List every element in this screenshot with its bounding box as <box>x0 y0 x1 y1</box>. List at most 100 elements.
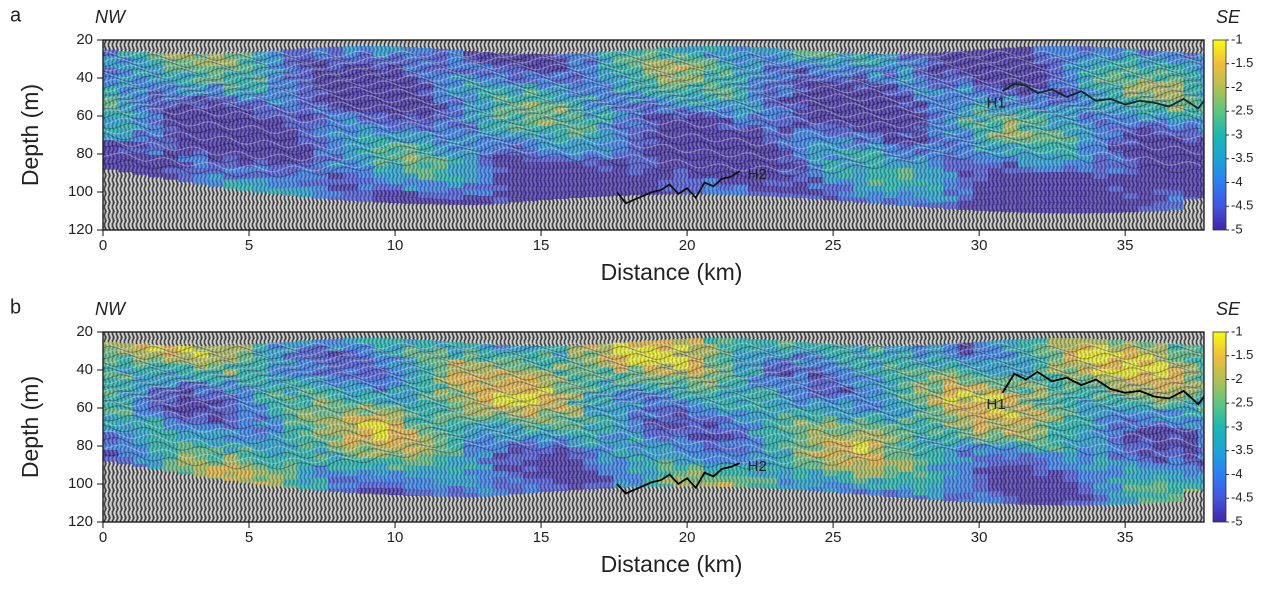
texture <box>763 113 779 121</box>
texture <box>673 160 689 168</box>
texture <box>1078 148 1094 155</box>
texture <box>988 502 1004 504</box>
texture <box>1048 422 1064 429</box>
texture <box>493 64 509 72</box>
texture <box>478 494 494 497</box>
texture <box>1183 410 1199 418</box>
texture <box>928 476 944 484</box>
texture <box>553 185 569 193</box>
texture <box>133 350 149 357</box>
texture <box>103 64 1202 76</box>
texture <box>988 108 1004 116</box>
texture <box>433 138 449 146</box>
texture <box>838 136 854 144</box>
texture <box>418 161 434 169</box>
texture <box>688 64 704 71</box>
texture <box>193 393 209 401</box>
texture <box>673 386 689 394</box>
texture <box>583 148 599 156</box>
texture <box>1048 154 1064 161</box>
texture <box>673 172 689 180</box>
texture <box>658 387 674 395</box>
texture <box>253 99 269 107</box>
texture <box>298 418 314 425</box>
texture <box>733 76 749 83</box>
texture <box>1048 458 1064 465</box>
texture <box>118 373 134 380</box>
texture <box>928 196 944 204</box>
texture <box>808 92 824 100</box>
texture <box>628 449 644 457</box>
texture <box>718 446 734 453</box>
texture <box>373 470 389 477</box>
texture <box>328 64 344 72</box>
texture <box>898 489 914 497</box>
texture <box>283 169 299 176</box>
texture <box>793 145 809 153</box>
texture <box>793 431 809 439</box>
texture <box>868 381 884 389</box>
texture <box>1153 480 1169 488</box>
texture <box>343 470 359 477</box>
texture <box>1063 434 1079 441</box>
texture <box>853 185 869 192</box>
texture <box>1198 393 1204 400</box>
texture <box>853 369 869 376</box>
texture <box>868 185 884 193</box>
texture <box>1033 136 1049 143</box>
texture <box>808 80 824 88</box>
texture <box>868 369 884 377</box>
texture <box>718 64 734 71</box>
texture <box>1123 66 1139 74</box>
texture <box>1003 477 1019 485</box>
texture <box>463 493 479 498</box>
texture <box>928 494 944 501</box>
texture <box>703 160 719 167</box>
texture <box>583 404 599 412</box>
texture <box>943 415 959 423</box>
y-tick-label: 80 <box>76 145 93 162</box>
texture <box>1093 76 1109 84</box>
texture <box>643 358 659 365</box>
texture <box>853 471 869 478</box>
texture <box>418 465 434 473</box>
texture <box>358 482 374 489</box>
texture <box>1063 356 1079 363</box>
texture <box>523 71 539 79</box>
texture <box>1123 84 1139 92</box>
texture <box>1108 203 1124 211</box>
texture <box>583 380 599 388</box>
texture <box>793 79 809 87</box>
texture <box>958 498 974 503</box>
texture <box>493 458 509 466</box>
texture <box>253 159 269 167</box>
texture <box>568 101 584 108</box>
texture <box>583 130 599 138</box>
texture <box>808 134 824 142</box>
texture <box>748 452 764 460</box>
texture <box>508 423 524 431</box>
texture <box>1153 366 1169 374</box>
texture <box>928 52 944 60</box>
texture <box>718 166 734 173</box>
texture <box>823 469 839 477</box>
texture <box>403 131 419 138</box>
texture <box>208 417 224 425</box>
texture <box>388 160 404 167</box>
texture <box>1078 202 1094 209</box>
texture <box>1093 404 1109 412</box>
texture <box>763 435 779 443</box>
texture <box>553 149 569 157</box>
texture <box>253 355 269 363</box>
texture <box>178 471 194 475</box>
texture <box>118 409 134 416</box>
texture <box>388 476 404 483</box>
texture <box>703 380 719 387</box>
texture <box>403 495 419 496</box>
texture <box>763 351 779 359</box>
texture <box>1018 88 1034 96</box>
texture <box>1168 409 1184 417</box>
texture <box>913 417 929 424</box>
texture <box>493 166 509 174</box>
texture <box>703 118 719 125</box>
